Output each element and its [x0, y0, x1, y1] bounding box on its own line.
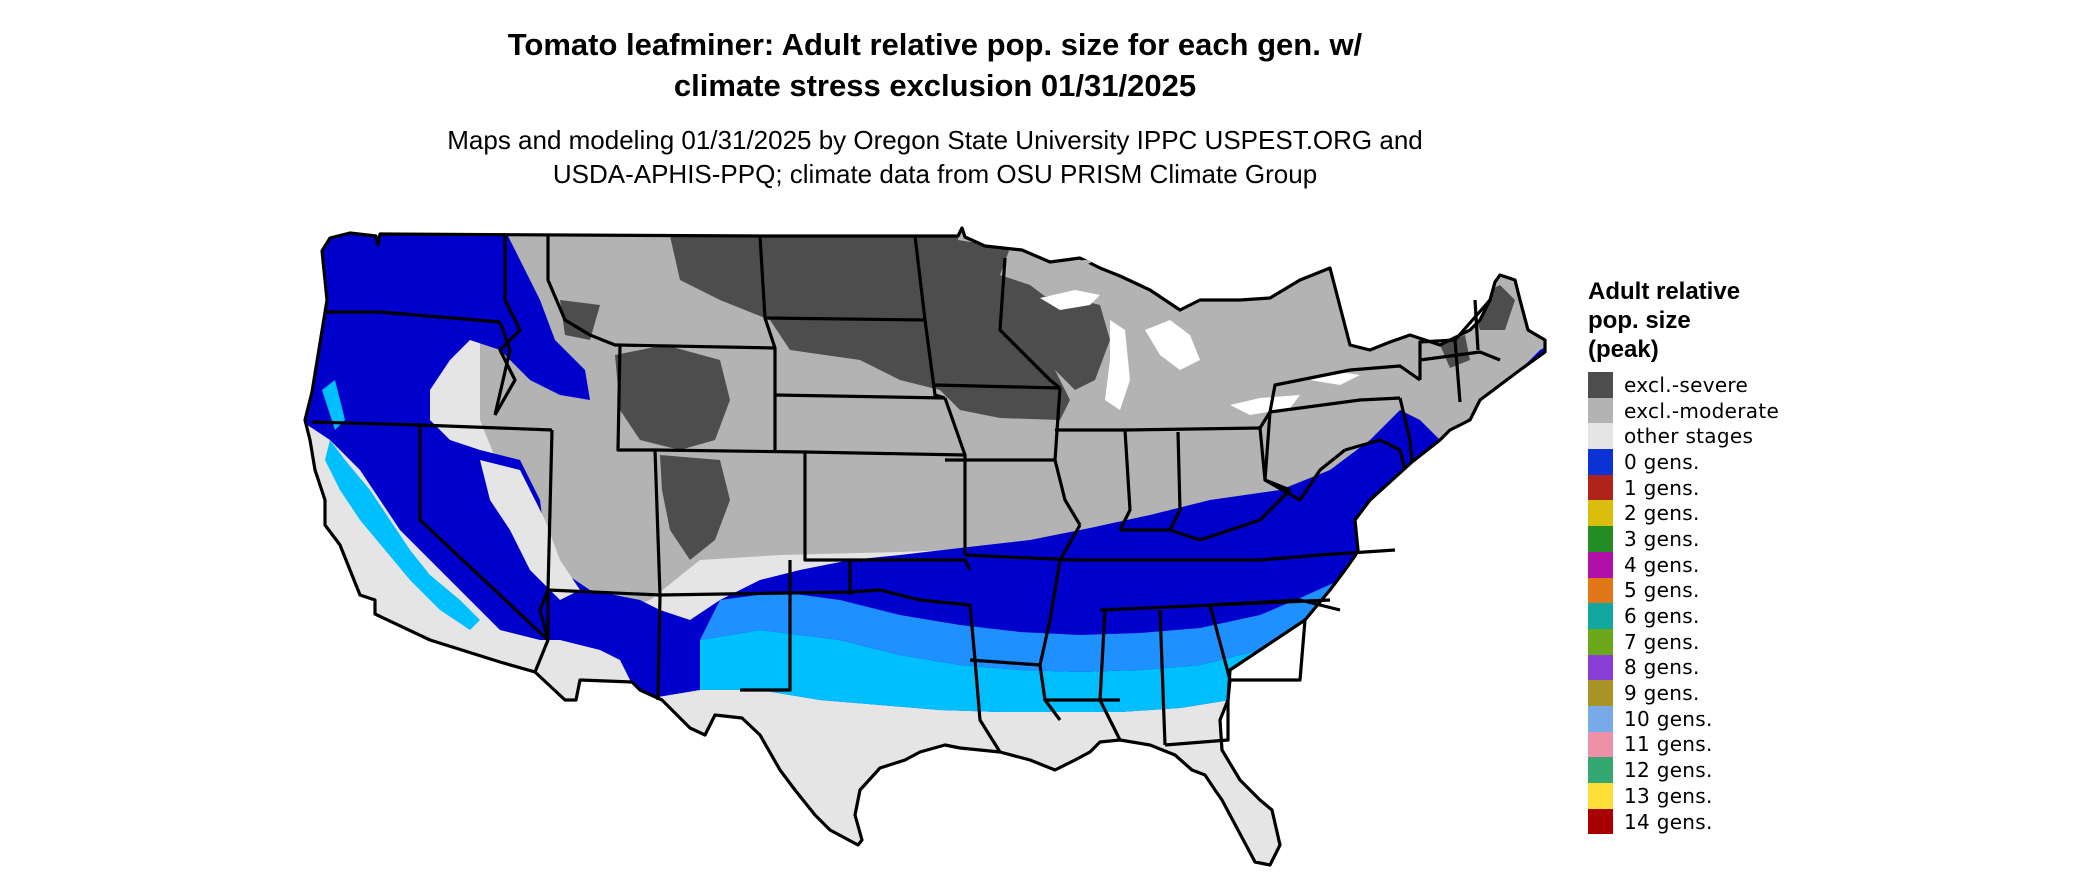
legend-title-line-3: (peak)	[1588, 336, 1659, 363]
map-title-line-2: climate stress exclusion 01/31/2025	[673, 68, 1197, 103]
legend-items: excl.-severe excl.-moderate other stages 0 …	[1588, 372, 1788, 835]
legend-item: 4 gens.	[1588, 551, 1788, 578]
map-subtitle-line-2: USDA-APHIS-PPQ; climate data from OSU PR…	[552, 159, 1318, 189]
legend-swatch	[1588, 423, 1613, 450]
legend-label: 6 gens.	[1624, 604, 1700, 629]
legend-item: 5 gens.	[1588, 577, 1788, 604]
legend-swatch	[1588, 628, 1613, 655]
region-other-stages-great-basin	[480, 460, 580, 600]
legend-swatch	[1588, 526, 1613, 552]
legend-item: other stages	[1588, 423, 1788, 450]
legend-item: 8 gens.	[1588, 654, 1788, 681]
legend-swatch	[1588, 551, 1613, 578]
legend-label: 9 gens.	[1624, 681, 1700, 706]
legend-label: other stages	[1624, 424, 1754, 449]
legend-item: 7 gens.	[1588, 628, 1788, 655]
region-excl-moderate	[480, 230, 1545, 620]
legend-swatch	[1588, 808, 1613, 835]
legend-item: 6 gens.	[1588, 603, 1788, 629]
legend-label: 11 gens.	[1624, 732, 1713, 757]
coastal-islands	[1079, 260, 1208, 318]
legend-item: excl.-moderate	[1588, 397, 1788, 424]
region-0-gens-light-california	[325, 440, 480, 630]
map-subtitle: Maps and modeling 01/31/2025 by Oregon S…	[380, 123, 1490, 191]
legend-title: Adult relative pop. size (peak)	[1588, 277, 1788, 364]
legend-swatch	[1588, 731, 1613, 758]
legend-item: 3 gens.	[1588, 526, 1788, 552]
legend-label: 2 gens.	[1624, 501, 1700, 526]
legend-item: excl.-severe	[1588, 372, 1788, 398]
legend-swatch	[1588, 757, 1613, 783]
legend-swatch	[1588, 783, 1613, 809]
legend-swatch	[1588, 680, 1613, 706]
region-0-gens-light-oregon-coast	[322, 380, 345, 430]
legend-label: 4 gens.	[1624, 552, 1700, 577]
legend-item: 1 gens.	[1588, 474, 1788, 501]
legend-label: excl.-severe	[1624, 372, 1749, 397]
great-lakes	[1040, 290, 1360, 415]
state-borders	[303, 226, 1547, 867]
legend-label: 13 gens.	[1624, 783, 1713, 808]
legend-swatch	[1588, 705, 1613, 732]
legend-label: 8 gens.	[1624, 655, 1700, 680]
legend-label: 7 gens.	[1624, 629, 1700, 654]
legend-item: 14 gens.	[1588, 808, 1788, 835]
map-subtitle-line-1: Maps and modeling 01/31/2025 by Oregon S…	[447, 125, 1423, 155]
legend-item: 13 gens.	[1588, 783, 1788, 809]
map-title-line-1: Tomato leafminer: Adult relative pop. si…	[507, 27, 1363, 62]
legend-swatch	[1588, 577, 1613, 604]
legend-label: 10 gens.	[1624, 706, 1713, 731]
legend-swatch	[1588, 397, 1613, 424]
legend-label: 3 gens.	[1624, 526, 1700, 551]
legend-swatch	[1588, 654, 1613, 681]
map-title: Tomato leafminer: Adult relative pop. si…	[420, 24, 1450, 106]
legend-title-line-2: pop. size	[1588, 307, 1691, 334]
legend-label: 1 gens.	[1624, 475, 1700, 500]
legend-swatch	[1588, 474, 1613, 501]
legend-item: 2 gens.	[1588, 500, 1788, 527]
legend-item: 11 gens.	[1588, 731, 1788, 758]
legend-label: excl.-moderate	[1624, 398, 1780, 423]
legend-item: 10 gens.	[1588, 705, 1788, 732]
legend-item: 0 gens.	[1588, 449, 1788, 475]
legend-swatch	[1588, 500, 1613, 527]
region-0-gens-mid-south	[700, 580, 1345, 672]
legend-label: 12 gens.	[1624, 758, 1713, 783]
us-outline	[303, 226, 1547, 867]
legend-label: 5 gens.	[1624, 578, 1700, 603]
legend-item: 9 gens.	[1588, 680, 1788, 706]
legend-label: 14 gens.	[1624, 809, 1713, 834]
legend-title-line-1: Adult relative	[1588, 278, 1741, 305]
legend-swatch	[1588, 372, 1613, 398]
region-0-gens-light-south	[700, 600, 1350, 712]
legend-swatch	[1588, 449, 1613, 475]
legend-item: 12 gens.	[1588, 757, 1788, 783]
map-legend: Adult relative pop. size (peak) excl.-se…	[1588, 277, 1788, 835]
legend-label: 0 gens.	[1624, 449, 1700, 474]
legend-swatch	[1588, 603, 1613, 629]
